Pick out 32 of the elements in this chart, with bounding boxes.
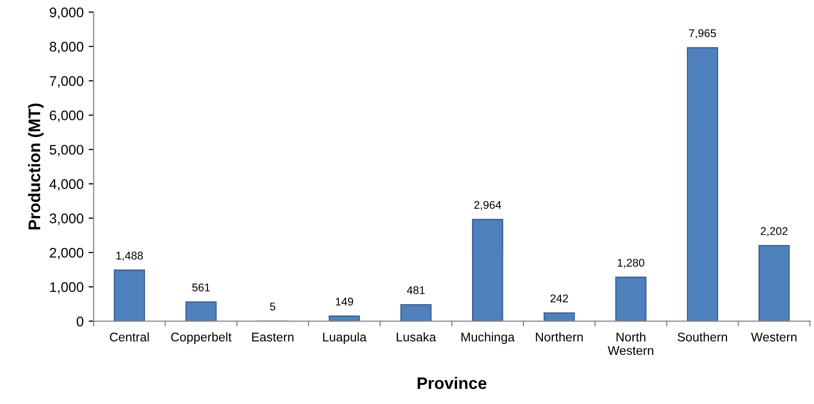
y-tick-label: 5,000 <box>50 144 84 156</box>
x-tick-label: Northern <box>536 332 583 342</box>
text: 7,965 <box>689 29 716 38</box>
x-tick-label: Southern <box>678 332 728 342</box>
x-tick-label: Luapula <box>323 332 367 344</box>
text: 1,280 <box>618 258 644 268</box>
text: 561 <box>192 284 210 292</box>
x-axis-title: Province <box>418 376 486 390</box>
x-tick-label: Eastern <box>252 332 294 342</box>
x-tick-label: Copperbelt <box>171 332 232 344</box>
y-axis-title: Production (MT) <box>28 104 44 230</box>
y-tick-label: 9,000 <box>50 7 84 19</box>
text: 1,488 <box>116 252 143 261</box>
text: 149 <box>336 298 354 306</box>
y-tick-label: 3,000 <box>50 213 84 225</box>
y-tick-label: 6,000 <box>50 110 84 122</box>
y-tick-label: 2,000 <box>50 248 84 260</box>
x-tick-label: Lusaka <box>396 332 436 342</box>
text: 242 <box>550 294 568 302</box>
y-tick-label: 0 <box>76 316 84 326</box>
x-tick-label: Western <box>751 332 796 342</box>
x-tick-label: North Western <box>608 332 654 355</box>
y-tick-label: 4,000 <box>49 179 84 191</box>
y-tick-label: 7,000 <box>50 76 84 88</box>
text: 2,202 <box>760 227 788 236</box>
y-tick-label: 1,000 <box>50 282 84 294</box>
text: 481 <box>406 286 425 294</box>
text: 2,964 <box>474 201 502 210</box>
text: 5 <box>270 302 276 310</box>
x-tick-label: Central <box>110 332 149 342</box>
y-tick-label: 8,000 <box>50 42 84 54</box>
x-tick-label: Muchinga <box>462 332 515 344</box>
